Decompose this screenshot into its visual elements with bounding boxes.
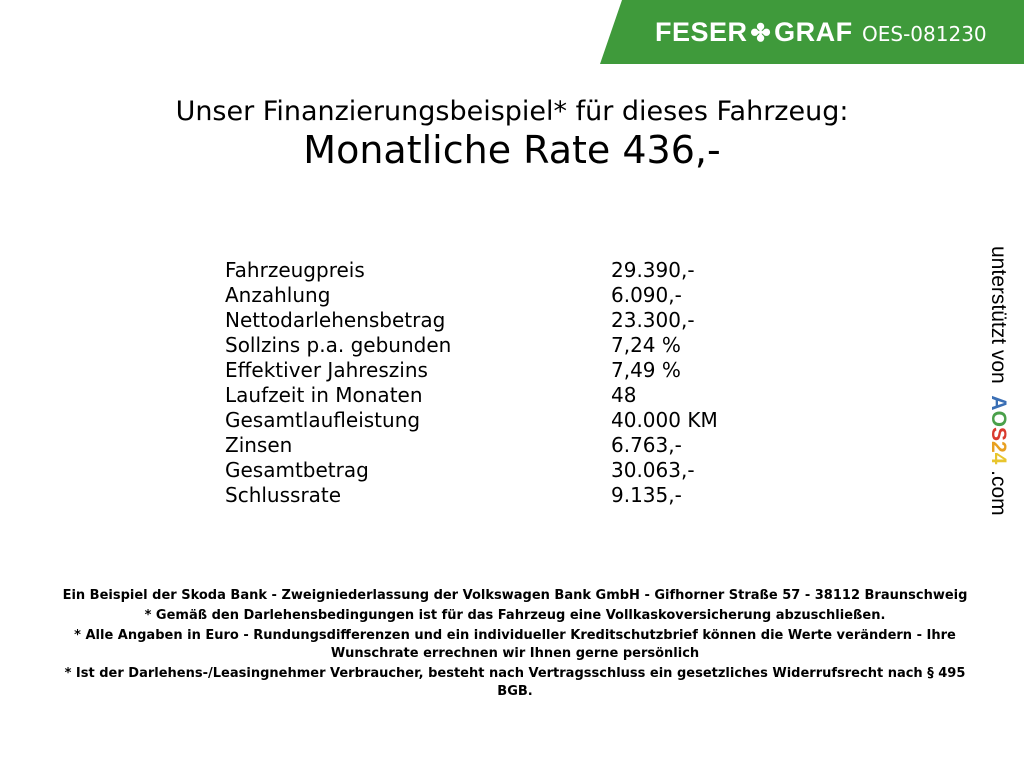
- row-value: 6.090,-: [611, 283, 682, 307]
- row-label: Anzahlung: [225, 283, 331, 307]
- footer-line: * Alle Angaben in Euro - Rundungsdiffere…: [74, 628, 956, 661]
- legal-footer: Ein Beispiel der Skoda Bank - Zweigniede…: [50, 587, 980, 703]
- row-label: Schlussrate: [225, 483, 342, 507]
- brand-banner: [600, 0, 1024, 64]
- footer-line: * Gemäß den Darlehensbedingungen ist für…: [144, 608, 886, 623]
- logo-text-feser: FESER: [655, 17, 748, 47]
- row-value: 30.063,-: [611, 458, 695, 482]
- footer-line: * Ist der Darlehens-/Leasingnehmer Verbr…: [64, 666, 966, 699]
- row-value: 9.135,-: [611, 483, 682, 507]
- row-label: Zinsen: [225, 433, 293, 457]
- aos24-logo: AOS24: [987, 395, 1010, 465]
- logo-text-graf: GRAF: [774, 17, 853, 47]
- footer-line: Ein Beispiel der Skoda Bank - Zweigniede…: [62, 588, 968, 603]
- feser-graf-logo: FESER ✤ GRAF: [655, 17, 853, 48]
- row-value: 40.000 KM: [611, 408, 718, 432]
- row-label: Sollzins p.a. gebunden: [225, 333, 452, 357]
- supported-by-aos24: unterstützt von AOS24 .com: [983, 246, 1013, 526]
- monthly-rate: Monatliche Rate 436,-: [303, 128, 721, 172]
- row-label: Gesamtlaufleistung: [225, 408, 421, 432]
- row-value: 7,24 %: [611, 333, 681, 357]
- row-value: 48: [611, 383, 637, 407]
- clover-icon: ✤: [750, 20, 772, 47]
- row-label: Effektiver Jahreszins: [225, 358, 428, 382]
- row-value: 7,49 %: [611, 358, 681, 382]
- row-label: Nettodarlehensbetrag: [225, 308, 446, 332]
- vehicle-code: OES-081230: [862, 22, 987, 46]
- page-title: Unser Finanzierungsbeispiel* für dieses …: [175, 96, 849, 127]
- supported-by-text: unterstützt von: [987, 246, 1010, 384]
- row-label: Gesamtbetrag: [225, 458, 369, 482]
- row-label: Fahrzeugpreis: [225, 258, 365, 282]
- row-value: 29.390,-: [611, 258, 695, 282]
- row-value: 23.300,-: [611, 308, 695, 332]
- row-label: Laufzeit in Monaten: [225, 383, 423, 407]
- row-value: 6.763,-: [611, 433, 682, 457]
- aos24-domain: .com: [987, 470, 1010, 516]
